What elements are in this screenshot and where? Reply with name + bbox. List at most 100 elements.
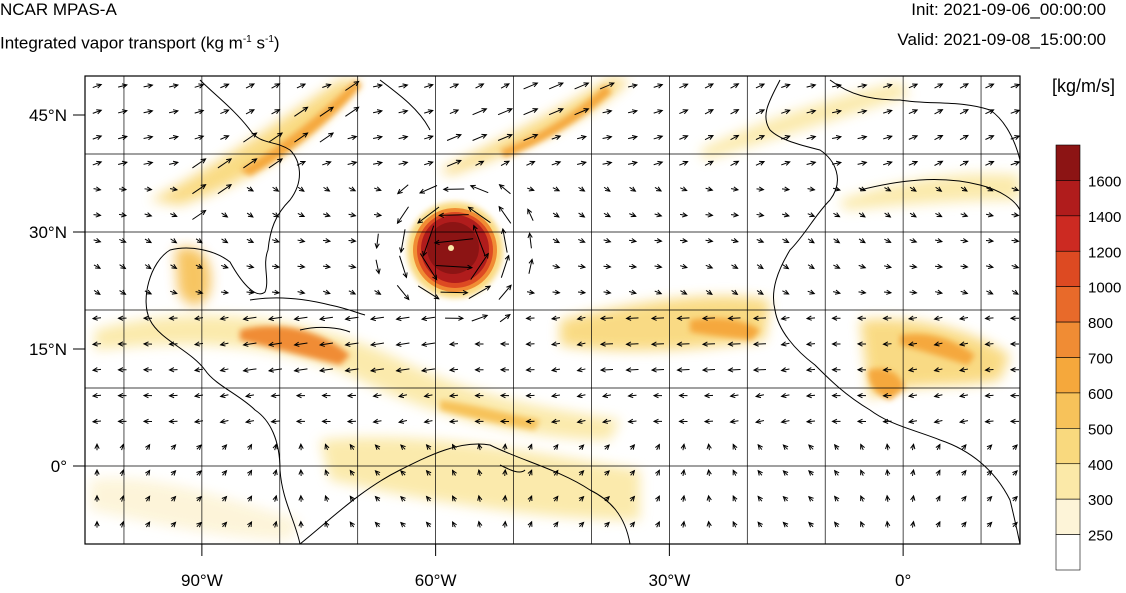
ivt-arrow	[704, 134, 715, 141]
ivt-arrow	[701, 341, 716, 347]
ivt-arrow	[984, 315, 994, 321]
ivt-arrow	[958, 418, 969, 424]
ivt-arrow	[247, 521, 253, 528]
lat-tick-label: 45°N	[29, 106, 67, 125]
ivt-arrow	[907, 418, 918, 424]
ivt-arrow	[247, 443, 253, 451]
ivt-arrow	[144, 186, 153, 192]
ivt-arrow	[577, 289, 587, 295]
ivt-arrow	[884, 212, 892, 218]
ivt-arrow	[94, 443, 100, 451]
ivt-arrow	[220, 289, 230, 295]
ivt-arrow	[372, 83, 384, 89]
ivt-arrow	[117, 341, 127, 347]
ivt-arrow	[857, 109, 868, 115]
ivt-arrow	[349, 521, 355, 528]
ivt-arrow	[92, 135, 103, 140]
ivt-arrow	[527, 208, 534, 221]
ivt-arrow	[959, 160, 969, 166]
ivt-arrow	[143, 134, 154, 141]
ivt-arrow	[118, 160, 128, 166]
ivt-arrow	[192, 158, 207, 169]
lon-tick-label: 0°	[895, 571, 911, 590]
lat-tick-label: 15°N	[29, 340, 67, 359]
ivt-arrow	[143, 83, 154, 89]
ivt-arrow	[145, 495, 151, 502]
ivt-arrow	[858, 289, 867, 295]
ivt-arrow	[420, 367, 436, 373]
ivt-arrow	[527, 232, 533, 249]
ivt-arrow	[730, 186, 740, 192]
ivt-arrow	[318, 315, 334, 322]
ivt-arrow	[806, 160, 817, 166]
ivt-arrow	[397, 418, 408, 424]
ivt-arrow	[959, 83, 969, 89]
ivt-arrow	[752, 341, 767, 347]
ivt-arrow	[910, 494, 916, 502]
ivt-arrow	[318, 341, 334, 347]
init-time: Init: 2021-09-06_00:00:00	[911, 0, 1106, 19]
ivt-arrow	[193, 341, 204, 347]
ivt-arrow	[242, 367, 257, 373]
ivt-arrow	[806, 135, 817, 141]
ivt-arrow	[805, 418, 816, 424]
ivt-arrow	[424, 135, 434, 141]
ivt-arrow	[499, 392, 510, 399]
ivt-arrow	[831, 315, 841, 321]
ivt-arrow	[1009, 418, 1020, 425]
ivt-arrow	[442, 186, 465, 192]
ivt-arrow	[272, 443, 278, 451]
ivt-arrow	[297, 238, 306, 244]
ivt-arrow	[246, 263, 255, 269]
ivt-arrow	[272, 468, 278, 477]
ivt-arrow	[757, 469, 763, 476]
ivt-arrow	[272, 186, 280, 192]
ivt-arrow	[678, 392, 688, 399]
ivt-arrow	[323, 212, 331, 218]
ivt-arrow	[883, 109, 893, 115]
ivt-arrow	[730, 238, 739, 244]
ivt-arrow	[960, 212, 969, 218]
ivt-arrow	[757, 443, 763, 450]
ivt-arrow	[909, 186, 917, 192]
ivt-arrow	[604, 495, 610, 502]
colorbar-level-label: 1400	[1088, 209, 1121, 226]
ivt-arrow	[857, 83, 868, 89]
ivt-arrow	[168, 134, 180, 141]
ivt-arrow	[349, 469, 355, 476]
ivt-arrow	[910, 468, 916, 477]
ivt-arrow	[908, 135, 919, 140]
ivt-arrow	[193, 367, 204, 373]
ivt-arrow	[755, 83, 766, 89]
ivt-arrow	[93, 186, 102, 192]
ivt-arrow	[321, 418, 331, 425]
ivt-arrow	[782, 289, 790, 295]
ivt-arrow	[425, 521, 432, 528]
ivt-arrow	[574, 82, 590, 90]
ivt-arrow	[448, 418, 459, 424]
ivt-arrow	[833, 238, 841, 244]
ivt-arrow	[498, 205, 512, 224]
ivt-arrow	[474, 341, 484, 347]
ivt-arrow	[1009, 341, 1020, 347]
ivt-arrow	[194, 83, 205, 89]
ivt-arrow	[806, 109, 817, 115]
ivt-arrow	[578, 521, 585, 528]
ivt-arrow	[831, 160, 843, 166]
ivt-arrow	[805, 367, 816, 373]
ivt-arrow	[730, 83, 740, 89]
ivt-arrow	[374, 233, 380, 250]
ivt-arrow	[498, 183, 511, 195]
ivt-arrow	[324, 520, 330, 528]
ivt-arrow	[960, 186, 968, 192]
ivt-arrow	[93, 212, 102, 218]
ivt-arrow	[196, 495, 202, 502]
ivt-arrow	[935, 186, 943, 192]
ivt-arrow	[653, 160, 664, 166]
ivt-arrow	[628, 134, 639, 141]
ivt-arrow	[601, 392, 612, 399]
ivt-arrow	[984, 392, 994, 399]
ivt-arrow	[909, 263, 918, 270]
ivt-arrow	[94, 520, 100, 528]
ivt-arrow	[781, 186, 791, 192]
